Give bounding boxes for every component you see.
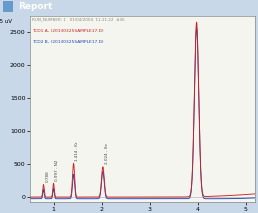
Text: 0.997 - N2: 0.997 - N2 <box>55 160 59 181</box>
Text: 0.788: 0.788 <box>45 171 50 182</box>
Text: TCD1 A, (20130325SAMPLE17.D): TCD1 A, (20130325SAMPLE17.D) <box>32 29 103 33</box>
Text: RUN_NUMBER: 1   01/04/2004  11:11:22  #45: RUN_NUMBER: 1 01/04/2004 11:11:22 #45 <box>32 18 125 22</box>
Text: 1.414 - Kr: 1.414 - Kr <box>76 142 79 161</box>
Text: TCD2 B, (20130325SAMPLE17.D): TCD2 B, (20130325SAMPLE17.D) <box>32 40 103 44</box>
Bar <box>3 1 13 12</box>
Text: Report: Report <box>18 2 52 12</box>
Text: 2.024 - Xe: 2.024 - Xe <box>105 144 109 164</box>
Text: 25 uV: 25 uV <box>0 19 12 24</box>
